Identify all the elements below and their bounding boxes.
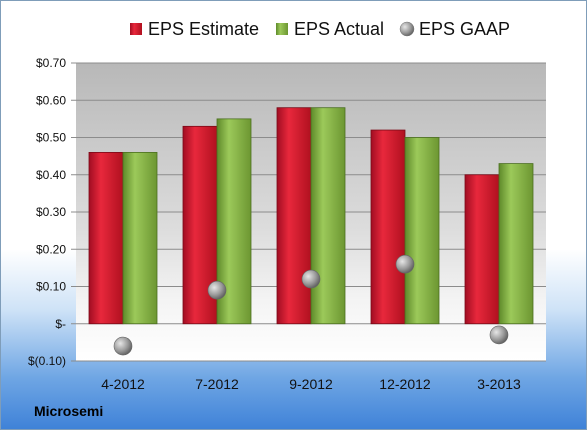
x-tick-label: 7-2012 [195, 376, 239, 392]
legend-swatch-eps-estimate [130, 23, 142, 35]
bars [88, 107, 534, 325]
eps-actual-bar-3-2013 [498, 163, 534, 325]
y-tick-label: $(0.10) [28, 354, 66, 368]
x-tick-label: 3-2013 [477, 376, 521, 392]
y-tick-label: $0.50 [36, 131, 66, 145]
x-tick-label: 9-2012 [289, 376, 333, 392]
y-tick-label: $0.40 [36, 168, 66, 182]
x-axis-ticks: 4-2012 7-2012 9-2012 12-2012 3-2013 [101, 376, 521, 392]
y-tick-label: $- [55, 317, 66, 331]
y-tick-label: $0.20 [36, 242, 66, 256]
eps-gaap-marker-12-2012 [395, 254, 415, 274]
company-name: Microsemi [34, 403, 104, 419]
legend: EPS Estimate EPS Actual EPS GAAP [130, 19, 510, 39]
y-axis-ticks: $0.70 $0.60 $0.50 $0.40 $0.30 $0.20 $0.10 $- $(0… [28, 56, 66, 368]
legend-label: EPS Estimate [148, 19, 259, 39]
y-tick-label: $0.70 [36, 56, 66, 70]
eps-estimate-bar-9-2012 [276, 107, 312, 325]
eps-actual-bar-9-2012 [310, 107, 346, 325]
x-tick-label: 4-2012 [101, 376, 145, 392]
eps-gaap-marker-9-2012 [301, 269, 321, 289]
eps-actual-bar-12-2012 [404, 137, 440, 325]
eps-gaap-marker-4-2012 [113, 336, 133, 356]
x-tick-label: 12-2012 [379, 376, 431, 392]
legend-swatch-eps-actual [276, 23, 288, 35]
legend-swatch-eps-gaap [399, 21, 415, 37]
legend-label: EPS GAAP [419, 19, 510, 39]
eps-estimate-bar-12-2012 [370, 129, 406, 325]
eps-gaap-marker-3-2013 [489, 325, 509, 345]
eps-gaap-marker-7-2012 [207, 280, 227, 300]
eps-estimate-bar-4-2012 [88, 151, 124, 325]
eps-estimate-bar-3-2013 [464, 174, 500, 325]
y-tick-label: $0.10 [36, 280, 66, 294]
legend-label: EPS Actual [294, 19, 384, 39]
y-tick-label: $0.30 [36, 205, 66, 219]
gaap-markers [113, 254, 509, 356]
eps-actual-bar-4-2012 [122, 151, 158, 325]
y-tick-label: $0.60 [36, 93, 66, 107]
